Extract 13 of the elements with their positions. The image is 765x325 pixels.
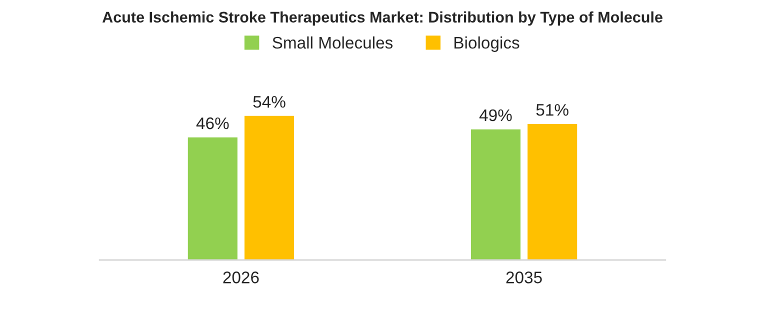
data-label: 49% xyxy=(479,109,512,122)
bar xyxy=(243,114,296,260)
data-label: 54% xyxy=(253,96,286,108)
bar xyxy=(526,122,578,260)
bar xyxy=(186,136,239,260)
data-label: 46% xyxy=(196,117,229,130)
bar xyxy=(470,128,522,260)
chart-title: Acute Ischemic Stroke Therapeutics Market: Distribution by Type of Molecule xyxy=(102,11,662,26)
legend-label: Biologics xyxy=(454,36,520,52)
x-tick-label: 2026 xyxy=(223,272,259,284)
data-label: 51% xyxy=(536,104,568,116)
x-tick-label: 2035 xyxy=(506,272,542,284)
legend-label: Small Molecules xyxy=(272,36,393,49)
